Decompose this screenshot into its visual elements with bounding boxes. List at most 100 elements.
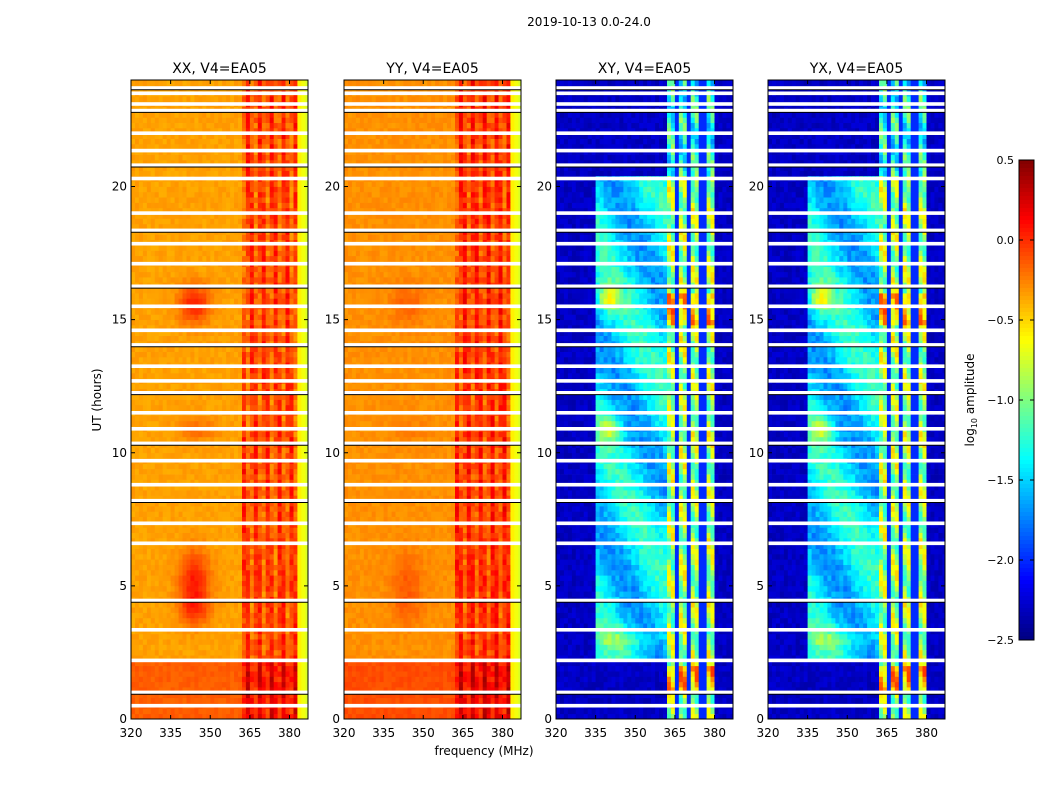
heatmap-cell: [142, 649, 148, 656]
heatmap-cell: [135, 399, 140, 406]
heatmap-cell: [226, 537, 231, 544]
heatmap-cell: [242, 463, 247, 470]
heatmap-cell: [206, 537, 211, 544]
heatmap-cell: [289, 479, 294, 486]
heatmap-cell: [269, 697, 275, 704]
heatmap-cell: [245, 138, 251, 145]
heatmap-cell: [301, 133, 306, 139]
heatmap-cell: [131, 649, 136, 656]
heatmap-cell: [178, 484, 183, 491]
heatmap-cell: [206, 266, 211, 273]
heatmap-cell: [178, 191, 183, 198]
heatmap-cell: [162, 207, 168, 214]
heatmap-cell: [249, 527, 255, 533]
heatmap-cell: [297, 266, 302, 273]
heatmap-cell: [249, 351, 255, 358]
heatmap-cell: [166, 713, 172, 720]
heatmap-cell: [135, 463, 140, 470]
y-axis-label: UT (hours): [90, 368, 104, 431]
heatmap-cell: [281, 548, 286, 555]
heatmap-cell: [238, 234, 243, 241]
heatmap-cell: [210, 511, 215, 517]
heatmap-cell: [242, 506, 247, 512]
heatmap-cell: [222, 223, 227, 230]
heatmap-cell: [142, 692, 148, 699]
heatmap-cell: [297, 665, 302, 672]
heatmap-cell: [305, 559, 309, 565]
heatmap-cell: [265, 309, 271, 315]
heatmap-cell: [138, 527, 144, 533]
heatmap-cell: [131, 655, 136, 661]
heatmap-cell: [289, 660, 294, 667]
heatmap-cell: [253, 665, 259, 672]
heatmap-cell: [206, 564, 211, 571]
heatmap-cell: [154, 495, 160, 501]
heatmap-cell: [249, 420, 255, 427]
heatmap-cell: [174, 218, 179, 225]
heatmap-cell: [281, 351, 286, 358]
heatmap-cell: [285, 527, 290, 533]
heatmap-cell: [226, 527, 231, 533]
heatmap-cell: [285, 143, 290, 150]
heatmap-cell: [230, 676, 235, 683]
heatmap-cell: [135, 490, 140, 496]
heatmap-cell: [253, 692, 259, 699]
heatmap-cell: [242, 143, 247, 150]
heatmap-cell: [305, 186, 309, 193]
heatmap-cell: [257, 655, 263, 661]
heatmap-cell: [277, 479, 282, 486]
heatmap-cell: [182, 543, 187, 549]
heatmap-cell: [234, 255, 239, 262]
heatmap-cell: [186, 394, 191, 400]
heatmap-cell: [154, 660, 160, 667]
heatmap-cell: [138, 191, 144, 198]
heatmap-cell: [230, 591, 235, 597]
heatmap-cell: [297, 351, 302, 358]
heatmap-cell: [297, 548, 302, 555]
heatmap-cell: [297, 383, 302, 390]
heatmap-cell: [249, 309, 255, 315]
heatmap-cell: [245, 708, 251, 715]
heatmap-cell: [170, 559, 175, 565]
heatmap-cell: [273, 468, 279, 475]
heatmap-cell: [285, 277, 290, 283]
heatmap-cell: [234, 143, 239, 150]
heatmap-cell: [293, 575, 298, 581]
heatmap-cell: [289, 527, 294, 533]
heatmap-cell: [166, 346, 172, 352]
heatmap-cell: [222, 420, 227, 427]
heatmap-cell: [146, 665, 152, 672]
heatmap-cell: [174, 516, 179, 523]
heatmap-cell: [202, 623, 207, 629]
heatmap-cell: [170, 351, 175, 358]
heatmap-cell: [265, 474, 271, 480]
heatmap-cell: [245, 665, 251, 672]
heatmap-cell: [257, 506, 263, 512]
heatmap-cell: [281, 553, 286, 560]
heatmap-cell: [289, 404, 294, 411]
heatmap-cell: [218, 591, 223, 597]
heatmap-cell: [249, 516, 255, 523]
heatmap-cell: [261, 617, 267, 624]
heatmap-cell: [138, 394, 144, 400]
heatmap-cell: [146, 207, 152, 214]
heatmap-cell: [198, 372, 203, 379]
heatmap-cell: [269, 287, 275, 294]
heatmap-cell: [198, 564, 203, 571]
heatmap-cell: [150, 394, 156, 400]
heatmap-cell: [297, 218, 302, 225]
heatmap-cell: [190, 234, 195, 241]
heatmap-cell: [198, 463, 203, 470]
heatmap-cell: [202, 213, 207, 219]
heatmap-cell: [170, 420, 175, 427]
heatmap-cell: [289, 676, 294, 683]
heatmap-cell: [198, 479, 203, 486]
heatmap-cell: [277, 319, 282, 326]
heatmap-cell: [249, 500, 255, 507]
heatmap-cell: [238, 612, 243, 619]
heatmap-cell: [285, 309, 290, 315]
heatmap-cell: [285, 687, 290, 693]
heatmap-cell: [206, 506, 211, 512]
heatmap-cell: [230, 436, 235, 443]
heatmap-cell: [234, 500, 239, 507]
